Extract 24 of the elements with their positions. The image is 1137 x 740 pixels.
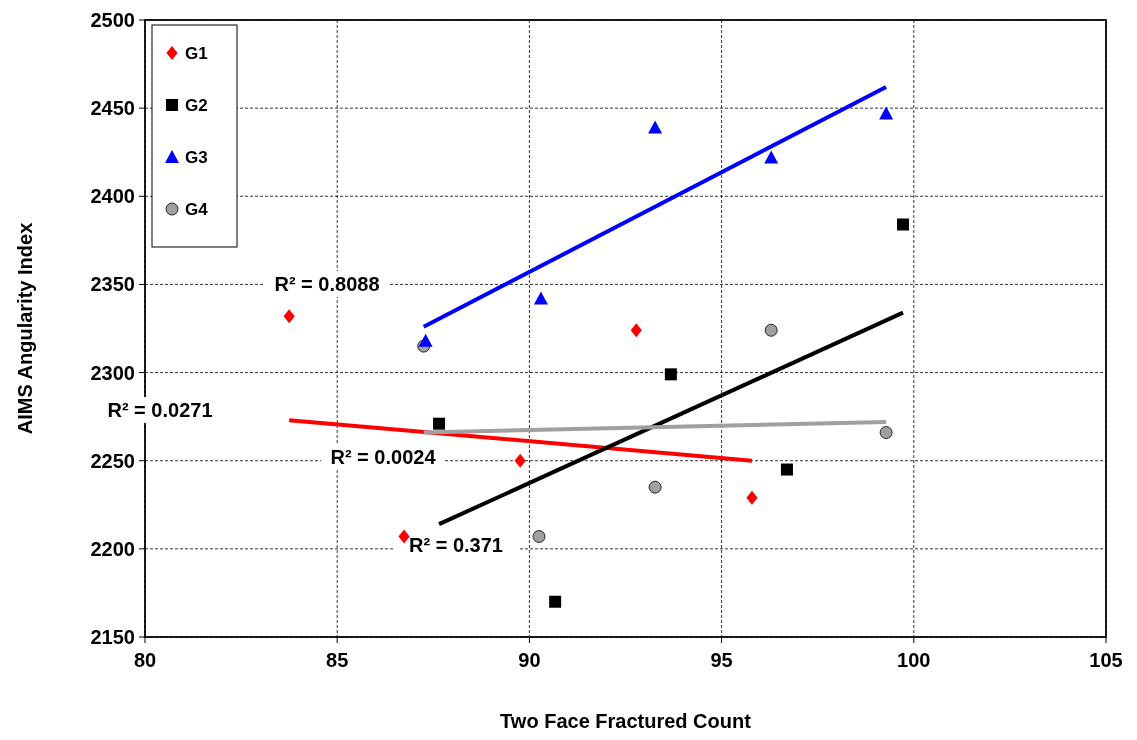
annotation: R² = 0.8088	[274, 273, 380, 295]
x-tick-label: 95	[710, 649, 733, 671]
y-tick-label: 2400	[90, 185, 135, 208]
x-axis-title: Two Face Fractured Count	[500, 710, 752, 732]
x-tick-label: 80	[133, 649, 157, 671]
y-axis-title: AIMS Angularity Index	[14, 222, 36, 435]
legend-label: G2	[185, 95, 208, 115]
x-tick-label: 90	[518, 649, 541, 671]
y-tick-label: 2300	[90, 361, 135, 384]
y-tick-label: 2350	[90, 273, 135, 296]
y-tick-label: 2500	[90, 9, 135, 31]
legend-label: G4	[185, 199, 209, 219]
annotation: R² = 0.0024	[330, 446, 437, 468]
y-tick-label: 2150	[90, 626, 135, 648]
legend-label: G3	[185, 147, 208, 167]
y-tick-label: 2200	[90, 537, 135, 560]
x-tick-label: 85	[326, 649, 349, 671]
annotation: R² = 0.0271	[107, 399, 213, 421]
annotation: R² = 0.371	[409, 534, 503, 556]
legend-label: G1	[185, 43, 208, 63]
y-tick-label: 2450	[90, 97, 135, 120]
y-tick-label: 2250	[90, 449, 135, 472]
x-tick-label: 105	[1089, 649, 1123, 671]
x-tick-label: 100	[897, 649, 931, 671]
